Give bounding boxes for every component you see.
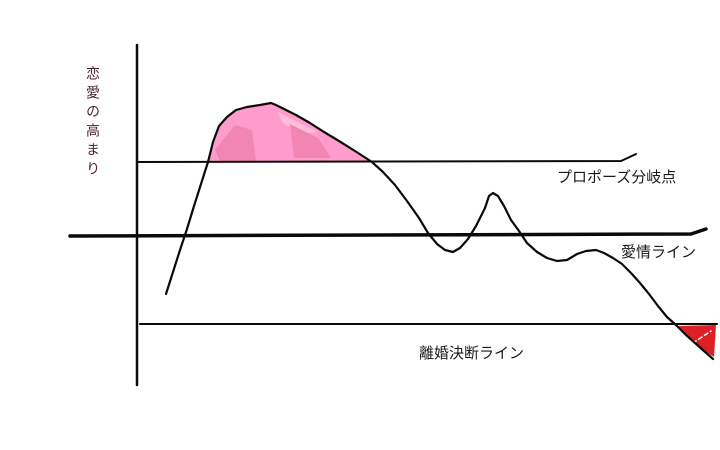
affection-line-label: 愛情ライン (621, 243, 697, 261)
pink-dark-patch-right (290, 124, 331, 158)
proposal-line (137, 153, 637, 163)
proposal-line-label: プロポーズ分岐点 (557, 168, 677, 186)
y-axis-label: 恋愛の高まり (84, 66, 100, 180)
love-curve (164, 101, 715, 361)
pink-dark-patch-left (215, 125, 256, 161)
pink-light-patch-top (278, 112, 318, 134)
affection-line (68, 227, 708, 238)
divorce-line-label: 離婚決断ライン (419, 344, 525, 362)
red-region-white-streak (686, 330, 712, 348)
